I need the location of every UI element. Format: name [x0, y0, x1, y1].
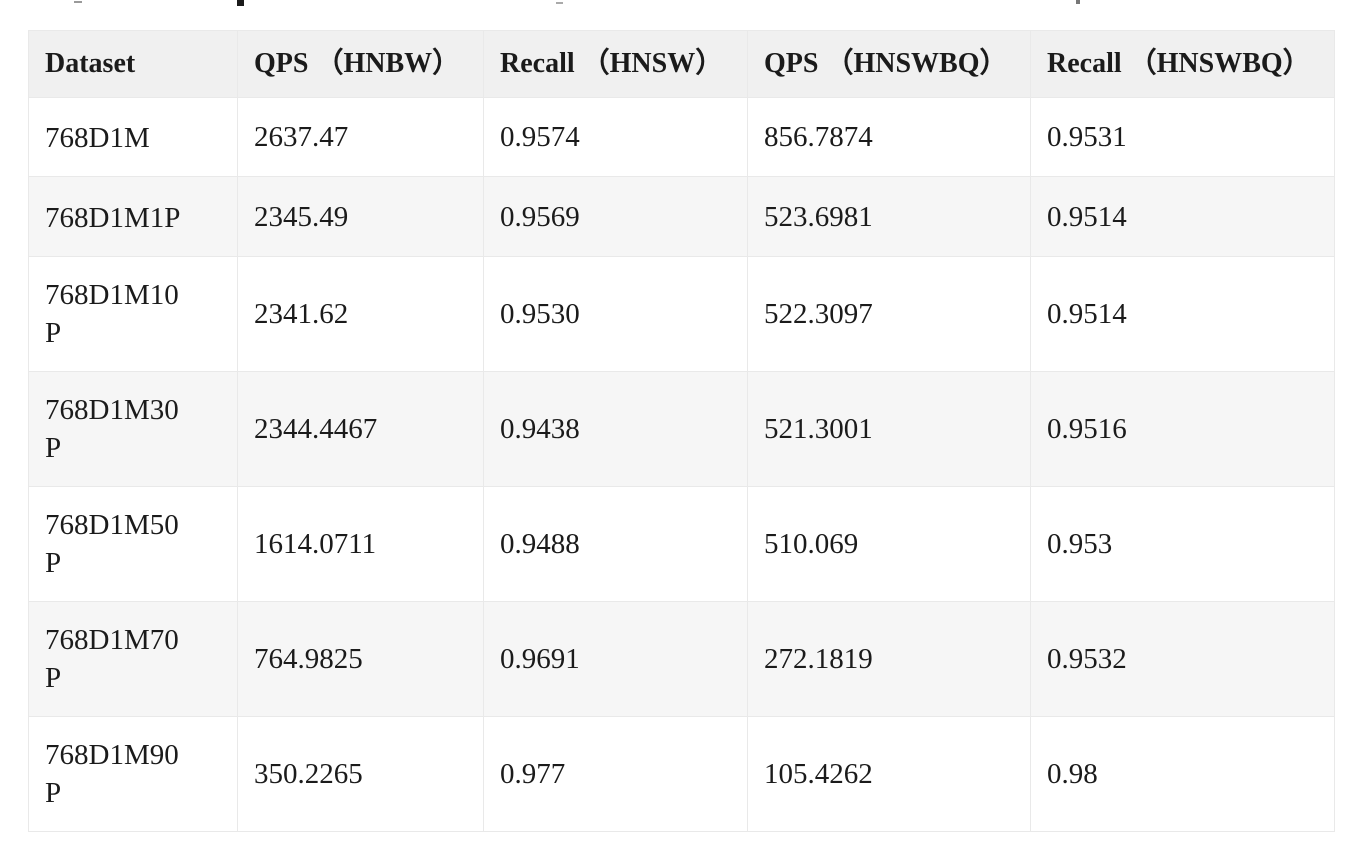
header-row: Dataset QPS （HNBW） Recall （HNSW） QPS （HN…	[28, 30, 1335, 98]
table-cell: 856.7874	[747, 96, 1031, 178]
table-cell: 0.9531	[1030, 96, 1335, 178]
header-recall-hnswbq: Recall （HNSWBQ）	[1030, 30, 1335, 98]
table-cell: 764.9825	[237, 600, 484, 717]
dataset-cell: 768D1M50P	[28, 485, 238, 602]
dataset-cell: 768D1M70P	[28, 600, 238, 717]
table-cell: 2637.47	[237, 96, 484, 178]
table-cell: 0.9516	[1030, 370, 1335, 487]
header-recall-hnsw: Recall （HNSW）	[483, 30, 748, 98]
table-row: 768D1M1P 2345.49 0.9569 523.6981 0.9514	[28, 176, 1335, 257]
table-cell: 0.9514	[1030, 255, 1335, 372]
table-cell: 0.9569	[483, 176, 748, 257]
dataset-name: 768D1M90P	[45, 738, 179, 809]
dataset-name: 768D1M10P	[45, 278, 179, 349]
table-cell: 0.98	[1030, 715, 1335, 832]
table-cell: 0.977	[483, 715, 748, 832]
dataset-cell: 768D1M90P	[28, 715, 238, 832]
dataset-cell: 768D1M10P	[28, 255, 238, 372]
dataset-name: 768D1M30P	[45, 393, 179, 464]
dataset-cell: 768D1M1P	[28, 176, 238, 257]
table-cell: 0.9488	[483, 485, 748, 602]
table-cell: 0.9574	[483, 96, 748, 178]
table-row: 768D1M50P 1614.0711 0.9488 510.069 0.953	[28, 485, 1335, 602]
table-row: 768D1M90P 350.2265 0.977 105.4262 0.98	[28, 715, 1335, 832]
dataset-cell: 768D1M30P	[28, 370, 238, 487]
table-row: 768D1M70P 764.9825 0.9691 272.1819 0.953…	[28, 600, 1335, 717]
cropped-text-fragment	[237, 0, 244, 6]
benchmark-table: Dataset QPS （HNBW） Recall （HNSW） QPS （HN…	[28, 30, 1335, 832]
header-qps-hnbw: QPS （HNBW）	[237, 30, 484, 98]
table-cell: 523.6981	[747, 176, 1031, 257]
header-qps-hnswbq: QPS （HNSWBQ）	[747, 30, 1031, 98]
dataset-cell: 768D1M	[28, 96, 238, 178]
table-cell: 0.9438	[483, 370, 748, 487]
table-row: 768D1M10P 2341.62 0.9530 522.3097 0.9514	[28, 255, 1335, 372]
table-container: Dataset QPS （HNBW） Recall （HNSW） QPS （HN…	[28, 30, 1335, 832]
table-cell: 521.3001	[747, 370, 1031, 487]
table-cell: 105.4262	[747, 715, 1031, 832]
table-cell: 0.9514	[1030, 176, 1335, 257]
table-row: 768D1M30P 2344.4467 0.9438 521.3001 0.95…	[28, 370, 1335, 487]
dataset-name: 768D1M50P	[45, 508, 179, 579]
cropped-text-fragment	[74, 1, 82, 3]
dataset-name: 768D1M	[45, 122, 150, 155]
cropped-text-fragment	[1076, 0, 1080, 4]
table-cell: 522.3097	[747, 255, 1031, 372]
table-header: Dataset QPS （HNBW） Recall （HNSW） QPS （HN…	[28, 30, 1335, 98]
table-cell: 0.9691	[483, 600, 748, 717]
dataset-name: 768D1M1P	[45, 201, 181, 234]
table-row: 768D1M 2637.47 0.9574 856.7874 0.9531	[28, 96, 1335, 178]
table-cell: 2345.49	[237, 176, 484, 257]
table-cell: 1614.0711	[237, 485, 484, 602]
table-cell: 0.9532	[1030, 600, 1335, 717]
table-cell: 0.953	[1030, 485, 1335, 602]
table-cell: 350.2265	[237, 715, 484, 832]
cropped-text-fragment	[556, 2, 563, 4]
table-cell: 2341.62	[237, 255, 484, 372]
table-cell: 2344.4467	[237, 370, 484, 487]
table-body: 768D1M 2637.47 0.9574 856.7874 0.9531 76…	[28, 96, 1335, 832]
table-cell: 0.9530	[483, 255, 748, 372]
dataset-name: 768D1M70P	[45, 623, 179, 694]
table-cell: 510.069	[747, 485, 1031, 602]
table-cell: 272.1819	[747, 600, 1031, 717]
header-dataset: Dataset	[28, 30, 238, 98]
